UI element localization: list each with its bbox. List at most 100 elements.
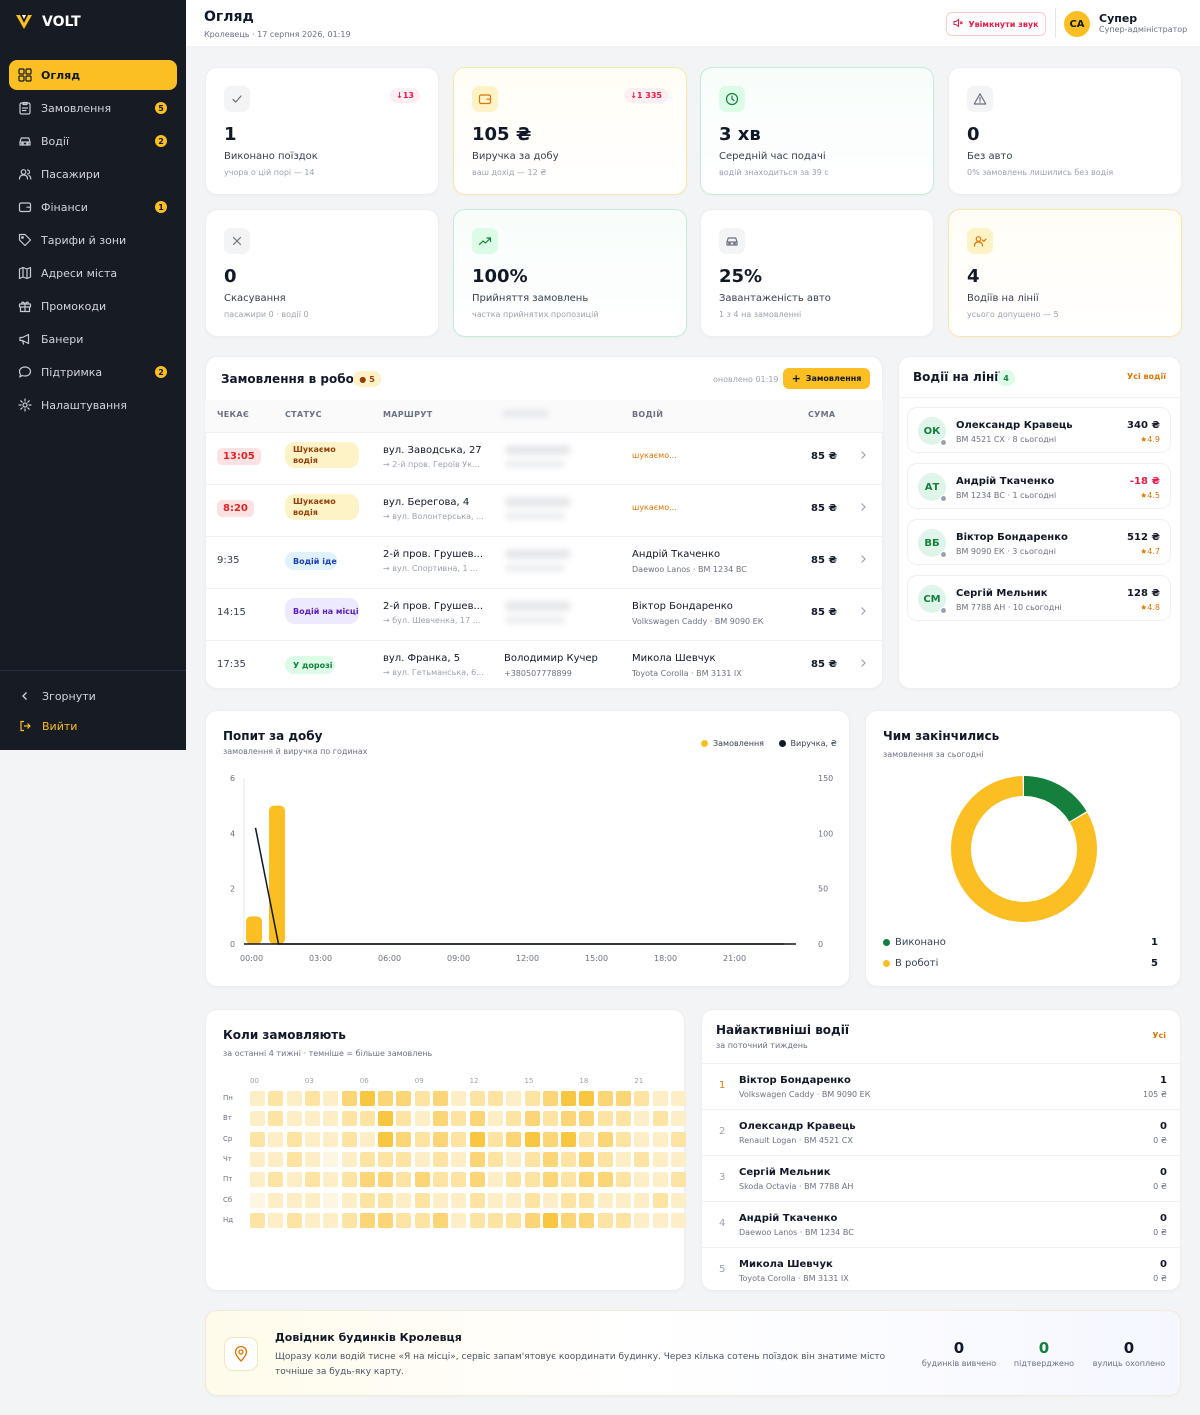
demand-legend: Замовлення Виручка, ₴ — [701, 739, 837, 748]
heatmap-cell — [433, 1192, 448, 1208]
all-top-drivers-link[interactable]: Усі — [1152, 1031, 1166, 1040]
sidebar-item-gear[interactable]: Налаштування — [9, 390, 177, 420]
heatmap-cell — [524, 1192, 540, 1208]
buildings-learned-label: будинків вивчено — [921, 1359, 997, 1368]
heatmap-cell — [250, 1212, 265, 1228]
top-driver-row[interactable]: 5 Микола Шевчук Toyota Corolla · ВМ 3131 І… — [701, 1247, 1181, 1293]
table-row[interactable]: 9:35 Водій іде 2-й пров. Грушев... → вул. С… — [205, 536, 883, 588]
heatmap-cell — [506, 1212, 522, 1228]
top-driver-row[interactable]: 3 Сергій Мельник Skoda Octavia · ВМ 7788 А… — [701, 1155, 1181, 1201]
orders-updated: оновлено 01:19 — [713, 375, 779, 384]
heatmap-cell — [634, 1151, 650, 1167]
wait-time: 9:35 — [217, 555, 240, 566]
heatmap-cell — [268, 1111, 284, 1127]
chevron-right-icon[interactable] — [859, 554, 867, 567]
passenger-name-blurred — [505, 549, 571, 559]
stat-label: Скасування — [224, 293, 286, 304]
driver-online-item[interactable]: ВБ Віктор Бондаренко ВМ 9090 ЕК · 3 сьогод… — [907, 519, 1171, 565]
heatmap-cell — [561, 1131, 577, 1147]
sidebar-item-users[interactable]: Пасажири — [9, 159, 177, 189]
driver-balance: 128 ₴ — [1127, 588, 1160, 599]
sidebar-item-car[interactable]: Водії 2 — [9, 126, 177, 156]
sidebar-item-map[interactable]: Адреси міста — [9, 258, 177, 288]
map-icon — [18, 266, 32, 280]
enable-sound-label: Увімкнути звук — [968, 19, 1039, 29]
stat-subtext: пасажири 0 · водії 0 — [224, 310, 309, 319]
driver-car: Toyota Corolla · ВМ 3131 ІХ — [739, 1274, 849, 1283]
driver-earnings: 0 ₴ — [1153, 1182, 1167, 1191]
sidebar-item-label: Промокоди — [41, 299, 107, 313]
table-row[interactable]: 14:15 Водій на місці 2-й пров. Грушев... → … — [205, 588, 883, 640]
new-order-button[interactable]: + Замовлення — [783, 368, 870, 389]
top-driver-row[interactable]: 1 Віктор Бондаренко Volkswagen Caddy · ВМ … — [701, 1063, 1181, 1109]
sidebar-item-wallet[interactable]: Фінанси 1 — [9, 192, 177, 222]
driver-trips: 1 — [1160, 1075, 1167, 1086]
sidebar-footer: Згорнути Вийти — [0, 670, 186, 741]
x-tick-label: 06:00 — [378, 954, 401, 963]
x-tick-label: 03:00 — [309, 954, 332, 963]
top-driver-row[interactable]: 4 Андрій Ткаченко Daewoo Lanos · ВМ 1234 В… — [701, 1201, 1181, 1247]
stat-label: Водіїв на лінії — [967, 293, 1039, 304]
driver-name: Віктор Бондаренко — [956, 532, 1068, 543]
sidebar-item-chat[interactable]: Підтримка 2 — [9, 357, 177, 387]
sidebar-item-megaphone[interactable]: Банери — [9, 324, 177, 354]
col-passenger-blurred — [503, 410, 548, 417]
user-role: Супер-адміністратор — [1099, 25, 1188, 34]
collapse-button[interactable]: Згорнути — [0, 681, 186, 711]
heatmap-cell — [359, 1212, 375, 1228]
driver-car: Daewoo Lanos · ВМ 1234 ВС — [739, 1228, 854, 1237]
logo[interactable]: VOLT — [14, 12, 81, 32]
passenger-phone-blurred — [505, 460, 565, 468]
outcome-done-value: 1 — [1151, 937, 1158, 948]
driver-trips: 0 — [1160, 1121, 1167, 1132]
table-row[interactable]: 8:20 Шукаємо водія вул. Берегова, 4 → вул. … — [205, 484, 883, 536]
chevron-right-icon[interactable] — [859, 450, 867, 463]
enable-sound-button[interactable]: Увімкнути звук — [946, 12, 1046, 36]
driver-online-item[interactable]: СМ Сергій Мельник ВМ 7788 АН · 10 сьогодні… — [907, 575, 1171, 621]
chevron-right-icon[interactable] — [859, 502, 867, 515]
heatmap-subtitle: за останні 4 тижні · темніше = більше за… — [223, 1049, 433, 1058]
drivers-online-count: 4 — [997, 370, 1015, 386]
speaker-muted-icon — [953, 18, 964, 30]
legend-done-swatch — [883, 938, 890, 946]
sidebar-item-grid[interactable]: Огляд — [9, 60, 177, 90]
heatmap-cell — [451, 1091, 467, 1106]
all-drivers-link[interactable]: Усі водії — [1127, 372, 1166, 381]
stat-value: 100% — [472, 266, 528, 287]
heatmap-cell — [378, 1172, 394, 1188]
y-left-tick-label: 0 — [230, 940, 235, 949]
table-row[interactable]: 17:35 У дорозі вул. Франка, 5 → вул. Гетьма… — [205, 640, 883, 692]
sidebar-item-gift[interactable]: Промокоди — [9, 291, 177, 321]
heatmap-cell — [469, 1151, 485, 1167]
heatmap-cell — [487, 1192, 503, 1208]
heatmap-cell — [359, 1131, 375, 1147]
route-to: → вул. Волонтерська, ... — [383, 512, 483, 521]
heatmap-cell — [396, 1091, 412, 1106]
stat-card: ↓1 335 105 ₴ Виручка за добу ваш дохід — 12… — [453, 67, 687, 195]
heatmap-cell — [359, 1192, 375, 1208]
user-avatar[interactable]: СА — [1064, 11, 1090, 37]
trend-up-icon — [472, 228, 498, 254]
stat-label: Без авто — [967, 151, 1013, 162]
heatmap-cell — [396, 1111, 412, 1127]
sidebar-item-clipboard[interactable]: Замовлення 5 — [9, 93, 177, 123]
stat-delta-badge: ↓1 335 — [624, 88, 668, 103]
chevron-right-icon[interactable] — [859, 658, 867, 671]
user-name[interactable]: Супер — [1099, 12, 1138, 25]
sidebar-item-tag[interactable]: Тарифи й зони — [9, 225, 177, 255]
driver-balance: 340 ₴ — [1127, 420, 1160, 431]
table-row[interactable]: 13:05 Шукаємо водія вул. Заводська, 27 → 2-… — [205, 432, 883, 484]
heatmap-cell — [652, 1151, 668, 1167]
heatmap-cell — [323, 1192, 339, 1208]
driver-online-item[interactable]: ОК Олександр Кравець ВМ 4521 СХ · 8 сьогод… — [907, 407, 1171, 453]
driver-name: шукаємо... — [632, 451, 677, 460]
logout-button[interactable]: Вийти — [0, 711, 186, 741]
driver-rank: 2 — [719, 1126, 726, 1137]
heatmap-cell — [506, 1151, 522, 1167]
driver-rank: 4 — [719, 1218, 726, 1229]
heatmap-cell — [286, 1172, 302, 1188]
top-driver-row[interactable]: 2 Олександр Кравець Renault Logan · ВМ 452… — [701, 1109, 1181, 1155]
chevron-right-icon[interactable] — [859, 606, 867, 619]
heatmap-day-label: Ср — [223, 1134, 233, 1143]
driver-online-item[interactable]: АТ Андрій Ткаченко ВМ 1234 ВС · 1 сьогодні… — [907, 463, 1171, 509]
